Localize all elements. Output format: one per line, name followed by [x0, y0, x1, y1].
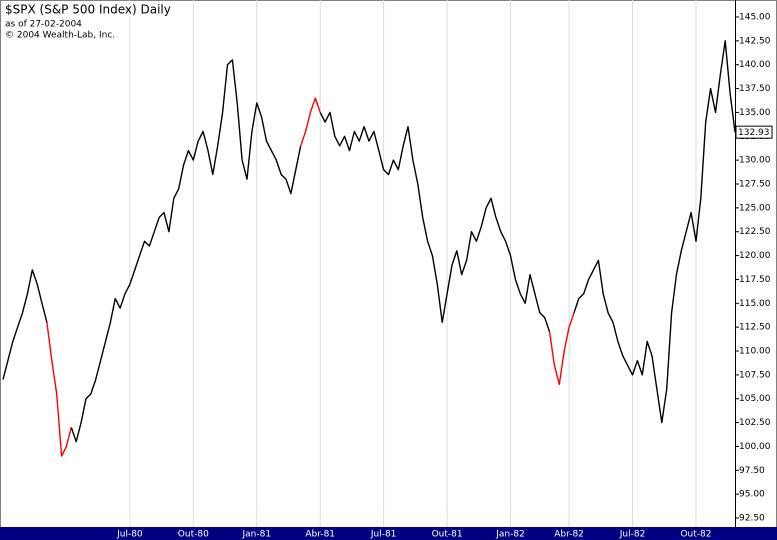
- y-tick-label: 120.00: [739, 251, 771, 261]
- y-tick-label: 125.00: [739, 203, 771, 213]
- y-tick-label: 97.50: [739, 466, 765, 476]
- chart-subtitle: as of 27-02-2004: [5, 20, 82, 30]
- y-tick-label: 145.00: [739, 12, 771, 22]
- last-value-box: [735, 125, 773, 139]
- x-tick-label: Abr-81: [305, 530, 335, 540]
- copyright: © 2004 Wealth-Lab, Inc.: [5, 31, 115, 41]
- price-line: [70, 59, 302, 443]
- y-tick-label: 135.00: [739, 108, 771, 118]
- x-tick-label: Jul-82: [619, 530, 646, 540]
- y-tick-label: 115.00: [739, 299, 771, 309]
- price-line: [573, 40, 736, 424]
- y-tick-label: 140.00: [739, 60, 771, 70]
- y-tick-label: 105.00: [739, 394, 771, 404]
- y-tick-label: 127.50: [739, 180, 771, 190]
- y-tick-label: 102.50: [739, 418, 771, 428]
- x-tick-label: Jul-81: [370, 530, 397, 540]
- x-tick-label: Out-80: [178, 530, 209, 540]
- last-value-label: 132.93: [738, 128, 770, 138]
- price-line: [300, 97, 321, 147]
- x-tick-label: Jan-81: [241, 530, 271, 540]
- price-line: [319, 111, 551, 333]
- price-line: [548, 312, 575, 386]
- price-line: [46, 322, 72, 457]
- x-tick-label: Out-82: [680, 530, 711, 540]
- y-tick-label: 112.50: [739, 323, 771, 333]
- x-tick-label: Jan-82: [495, 530, 525, 540]
- y-tick-label: 92.50: [739, 514, 765, 524]
- chart-title: $SPX (S&P 500 Index) Daily: [5, 3, 171, 17]
- price-line: [2, 269, 48, 380]
- y-tick-label: 122.50: [739, 227, 771, 237]
- x-tick-label: Jul-80: [116, 530, 143, 540]
- x-tick-label: Out-81: [432, 530, 463, 540]
- y-tick-label: 137.50: [739, 84, 771, 94]
- y-tick-label: 142.50: [739, 36, 771, 46]
- x-axis-band: [0, 527, 777, 540]
- y-tick-label: 100.00: [739, 442, 771, 452]
- x-tick-label: Abr-82: [554, 530, 584, 540]
- y-tick-label: 107.50: [739, 370, 771, 380]
- y-tick-label: 130.00: [739, 156, 771, 166]
- y-tick-label: 95.00: [739, 490, 765, 500]
- y-tick-label: 117.50: [739, 275, 771, 285]
- y-tick-label: 110.00: [739, 347, 771, 357]
